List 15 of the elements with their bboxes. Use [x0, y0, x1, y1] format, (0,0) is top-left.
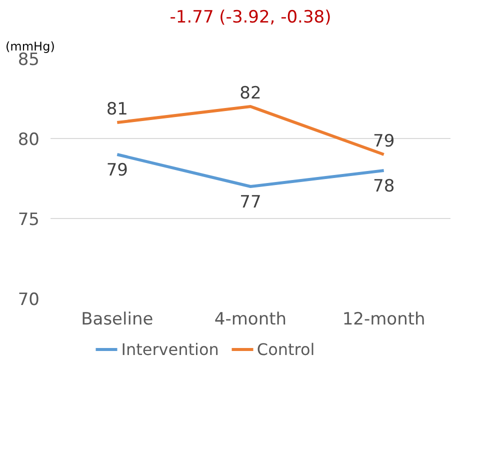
- x-tick-label: Baseline: [81, 310, 154, 330]
- y-tick-label: 80: [18, 130, 40, 150]
- legend-label: Control: [256, 340, 315, 358]
- chart-title: -1.77 (-3.92, -0.38): [170, 8, 332, 28]
- data-label: 77: [240, 192, 262, 212]
- data-label: 81: [106, 100, 128, 120]
- y-tick-label: 70: [18, 290, 40, 310]
- y-tick-label: 75: [18, 210, 40, 230]
- x-tick-label: 12-month: [342, 310, 426, 330]
- data-label: 79: [106, 160, 128, 180]
- x-tick-label: 4-month: [214, 310, 287, 330]
- data-label: 82: [240, 84, 262, 104]
- data-label: 79: [373, 132, 395, 152]
- data-label: 78: [373, 176, 395, 196]
- legend-label: Intervention: [121, 340, 219, 358]
